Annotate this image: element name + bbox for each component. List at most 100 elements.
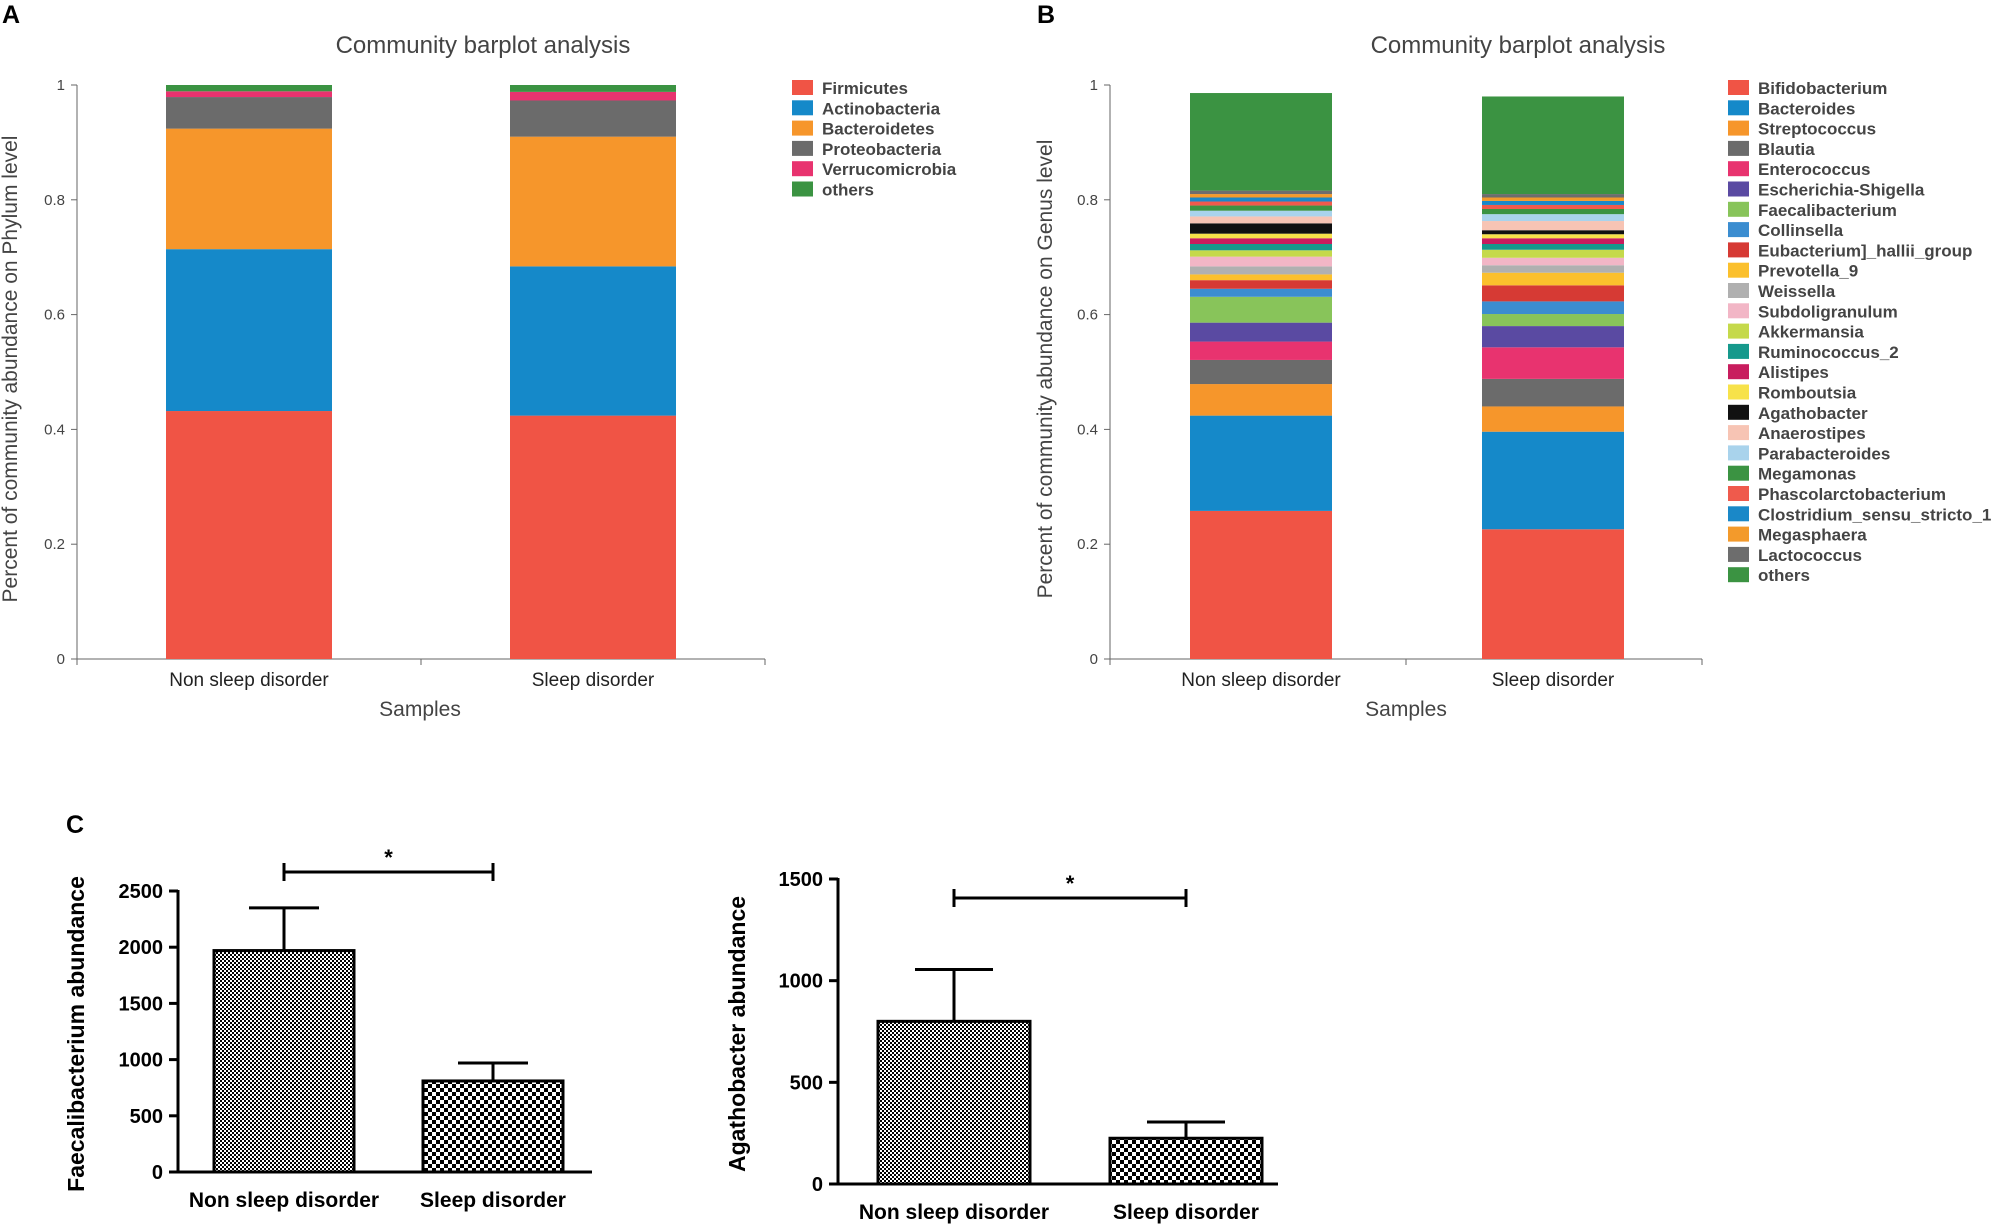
x-categories: Non sleep disorder Sleep disorder: [169, 670, 655, 691]
legend-label-anaerostipes: Anaerostipes: [1758, 424, 1866, 443]
legend-swatch-eubacterium-hallii-group: [1728, 242, 1749, 258]
bar-segment-eubacterium-hallii-group: [1482, 285, 1624, 302]
x-categories: Non sleep disorder Sleep disorder: [859, 1201, 1259, 1224]
bar-segment-parabacteroides: [1482, 214, 1624, 222]
bar-segment-streptococcus: [1482, 406, 1624, 432]
x-axis-title: Samples: [1365, 698, 1447, 721]
bar-segment-clostridium-sensu-stricto-1: [1482, 200, 1624, 205]
legend-label-others: others: [1758, 566, 1810, 585]
bar-segment-subdoligranulum: [1190, 256, 1332, 267]
bar-segment-anaerostipes: [1482, 221, 1624, 231]
y-tick-label: 1500: [779, 869, 824, 891]
bar-segment-faecalibacterium: [1190, 296, 1332, 323]
bar-segment-collinsella: [1190, 288, 1332, 297]
bar-segment-romboutsia: [1190, 233, 1332, 239]
bar-segment-streptococcus: [1190, 384, 1332, 416]
legend-label-escherichia-shigella: Escherichia-Shigella: [1758, 181, 1925, 200]
legend-swatch-lactococcus: [1728, 546, 1749, 562]
significance-bracket: *: [952, 871, 1188, 907]
legend-swatch-actinobacteria: [792, 100, 813, 116]
y-ticks: 0 0.2 0.4 0.6 0.8 1: [1077, 77, 1110, 668]
legend-label-parabacteroides: Parabacteroides: [1758, 444, 1890, 463]
legend-label-weissella: Weissella: [1758, 282, 1836, 301]
chart-title: Community barplot analysis: [1371, 32, 1666, 59]
bar-segment-firmicutes: [166, 411, 332, 659]
bar-segment-megamonas: [1482, 208, 1624, 215]
legend-swatch-clostridium-sensu-stricto-1: [1728, 506, 1749, 522]
significance-bracket: *: [282, 845, 495, 881]
legend-swatch-firmicutes: [792, 80, 813, 95]
bar-segment-firmicutes: [510, 415, 676, 659]
y-tick-label: 1: [1090, 77, 1098, 94]
bar-segment-parabacteroides: [1190, 210, 1332, 217]
x-categories: Non sleep disorder Sleep disorder: [189, 1189, 566, 1212]
legend-label-clostridium-sensu-stricto-1: Clostridium_sensu_stricto_1: [1758, 505, 1991, 524]
y-tick-label: 0: [152, 1162, 163, 1184]
legend-swatch-phascolarctobacterium: [1728, 486, 1749, 501]
bar-sleep-disorder: [1108, 1136, 1264, 1186]
phylum-stacked-bar-chart: Community barplot analysis Percent of co…: [0, 32, 957, 721]
bar-segment-agathobacter: [1482, 230, 1624, 235]
legend-label-megasphaera: Megasphaera: [1758, 526, 1867, 545]
bar-segment-lactococcus: [1190, 190, 1332, 195]
bar-segment-ruminococcus-2: [1190, 243, 1332, 251]
bar-segment-megasphaera: [1190, 194, 1332, 198]
bars: [166, 85, 676, 659]
bar-segment-escherichia-shigella: [1190, 322, 1332, 342]
bar-non-sleep-disorder: [876, 1019, 1032, 1186]
significance-star: *: [1066, 871, 1075, 896]
bar-segment-prevotella-9: [1190, 274, 1332, 281]
bar-segment-bifidobacterium: [1482, 529, 1624, 659]
legend-label-eubacterium-hallii-group: Eubacterium]_hallii_group: [1758, 241, 1972, 260]
bar-segment-proteobacteria: [510, 100, 676, 137]
x-category-label: Sleep disorder: [532, 670, 655, 691]
legend-label-alistipes: Alistipes: [1758, 363, 1829, 382]
y-tick-label: 500: [790, 1072, 823, 1094]
significance-star: *: [384, 845, 393, 870]
legend-label-streptococcus: Streptococcus: [1758, 120, 1876, 139]
bar-segment-akkermansia: [1482, 249, 1624, 258]
legend-swatch-agathobacter: [1728, 404, 1749, 420]
y-axis-title: Faecalibacterium abundance: [63, 876, 89, 1192]
legend-swatch-enterococcus: [1728, 161, 1749, 177]
bar-segment-others: [1190, 93, 1332, 191]
bar-non-sleep-disorder: [212, 949, 356, 1174]
legend-label-bifidobacterium: Bifidobacterium: [1758, 79, 1887, 98]
y-axis-title: Percent of community abundance on Phylum…: [0, 136, 22, 603]
bar-segment-verrucomicrobia: [166, 91, 332, 98]
x-category-label: Non sleep disorder: [859, 1201, 1049, 1224]
legend-swatch-parabacteroides: [1728, 445, 1749, 461]
legend-label-collinsella: Collinsella: [1758, 221, 1844, 240]
y-tick-label: 1000: [779, 971, 824, 993]
legend-label-actinobacteria: Actinobacteria: [822, 99, 941, 118]
bar-segment-akkermansia: [1190, 250, 1332, 257]
bar-segment-others: [510, 85, 676, 92]
bar-segment-collinsella: [1482, 301, 1624, 315]
legend-swatch-bacteroidetes: [792, 120, 813, 136]
x-category-label: Non sleep disorder: [1181, 670, 1341, 691]
bar-segment-faecalibacterium: [1482, 314, 1624, 327]
bar-segment-bacteroidetes: [166, 128, 332, 250]
legend-swatch-prevotella-9: [1728, 262, 1749, 278]
y-tick-label: 0.4: [44, 421, 65, 438]
bar-segment-proteobacteria: [166, 97, 332, 129]
legend-swatch-others: [1728, 567, 1749, 583]
y-tick-label: 0: [812, 1174, 823, 1196]
bar-segment-clostridium-sensu-stricto-1: [1190, 197, 1332, 202]
legend-swatch-akkermansia: [1728, 323, 1749, 339]
y-tick-label: 0: [1090, 651, 1098, 668]
bar-segment-phascolarctobacterium: [1190, 201, 1332, 206]
y-tick-label: 0.4: [1077, 421, 1098, 438]
y-tick-label: 1: [57, 77, 65, 94]
legend-label-akkermansia: Akkermansia: [1758, 323, 1864, 342]
y-tick-label: 1500: [119, 993, 164, 1015]
bar-segment-ruminococcus-2: [1482, 243, 1624, 250]
bar-segment-enterococcus: [1482, 347, 1624, 379]
legend-swatch-romboutsia: [1728, 384, 1749, 400]
bars: [212, 906, 565, 1174]
legend-swatch-bifidobacterium: [1728, 80, 1749, 95]
x-category-label: Sleep disorder: [420, 1189, 566, 1212]
genus-stacked-bar-chart: Community barplot analysis Percent of co…: [1034, 32, 1991, 721]
legend-swatch-subdoligranulum: [1728, 303, 1749, 319]
